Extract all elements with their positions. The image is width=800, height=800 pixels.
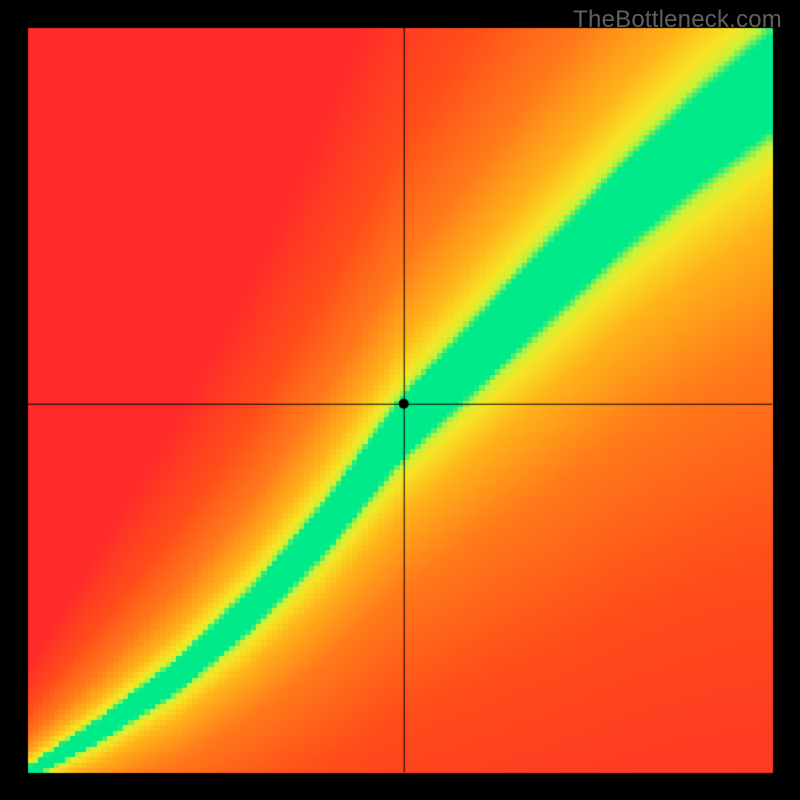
- watermark-text: TheBottleneck.com: [573, 6, 782, 34]
- bottleneck-heatmap-container: TheBottleneck.com: [0, 0, 800, 800]
- bottleneck-heatmap-canvas: [0, 0, 800, 800]
